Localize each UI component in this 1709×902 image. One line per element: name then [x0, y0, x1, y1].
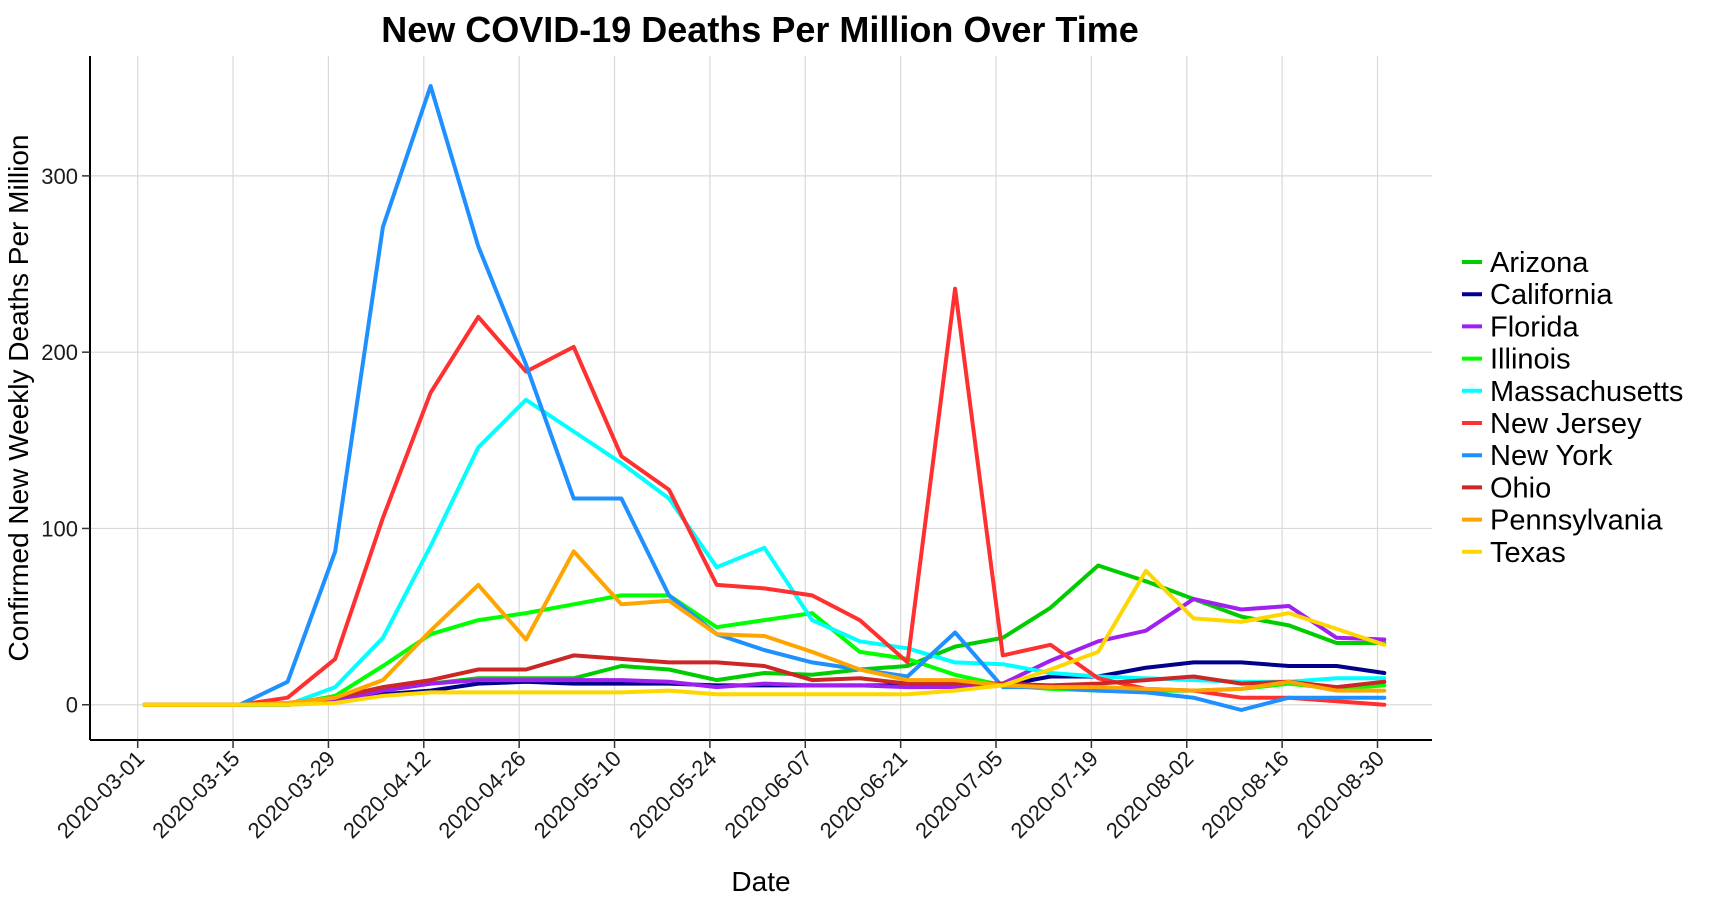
y-tick-label: 300	[41, 164, 78, 189]
legend-label-pennsylvania: Pennsylvania	[1490, 505, 1663, 537]
series-line-pennsylvania	[142, 549, 1387, 707]
y-tick-label: 200	[41, 340, 78, 365]
series-line-ohio	[142, 653, 1387, 707]
legend-label-arizona: Arizona	[1490, 247, 1589, 279]
series-line-new-york	[142, 84, 1387, 712]
legend-label-new-jersey: New Jersey	[1490, 408, 1642, 440]
series-line-florida	[142, 597, 1387, 707]
legend-label-ohio: Ohio	[1490, 472, 1551, 504]
legend-label-california: California	[1490, 279, 1613, 311]
legend-label-florida: Florida	[1490, 311, 1580, 343]
axes-layer	[89, 56, 1432, 741]
legend-label-massachusetts: Massachusetts	[1490, 376, 1683, 408]
legend-label-illinois: Illinois	[1490, 344, 1571, 376]
legend: ArizonaCaliforniaFloridaIllinoisMassachu…	[1462, 247, 1683, 569]
y-tick-label: 0	[66, 693, 78, 718]
legend-label-texas: Texas	[1490, 537, 1566, 569]
y-axis-title: Confirmed New Weekly Deaths Per Million	[3, 135, 34, 662]
legend-label-new-york: New York	[1490, 440, 1613, 472]
x-axis-title: Date	[731, 866, 790, 897]
series-line-texas	[142, 568, 1387, 707]
chart-title: New COVID-19 Deaths Per Million Over Tim…	[381, 9, 1139, 50]
lines-layer	[142, 84, 1387, 712]
y-tick-label: 100	[41, 516, 78, 541]
